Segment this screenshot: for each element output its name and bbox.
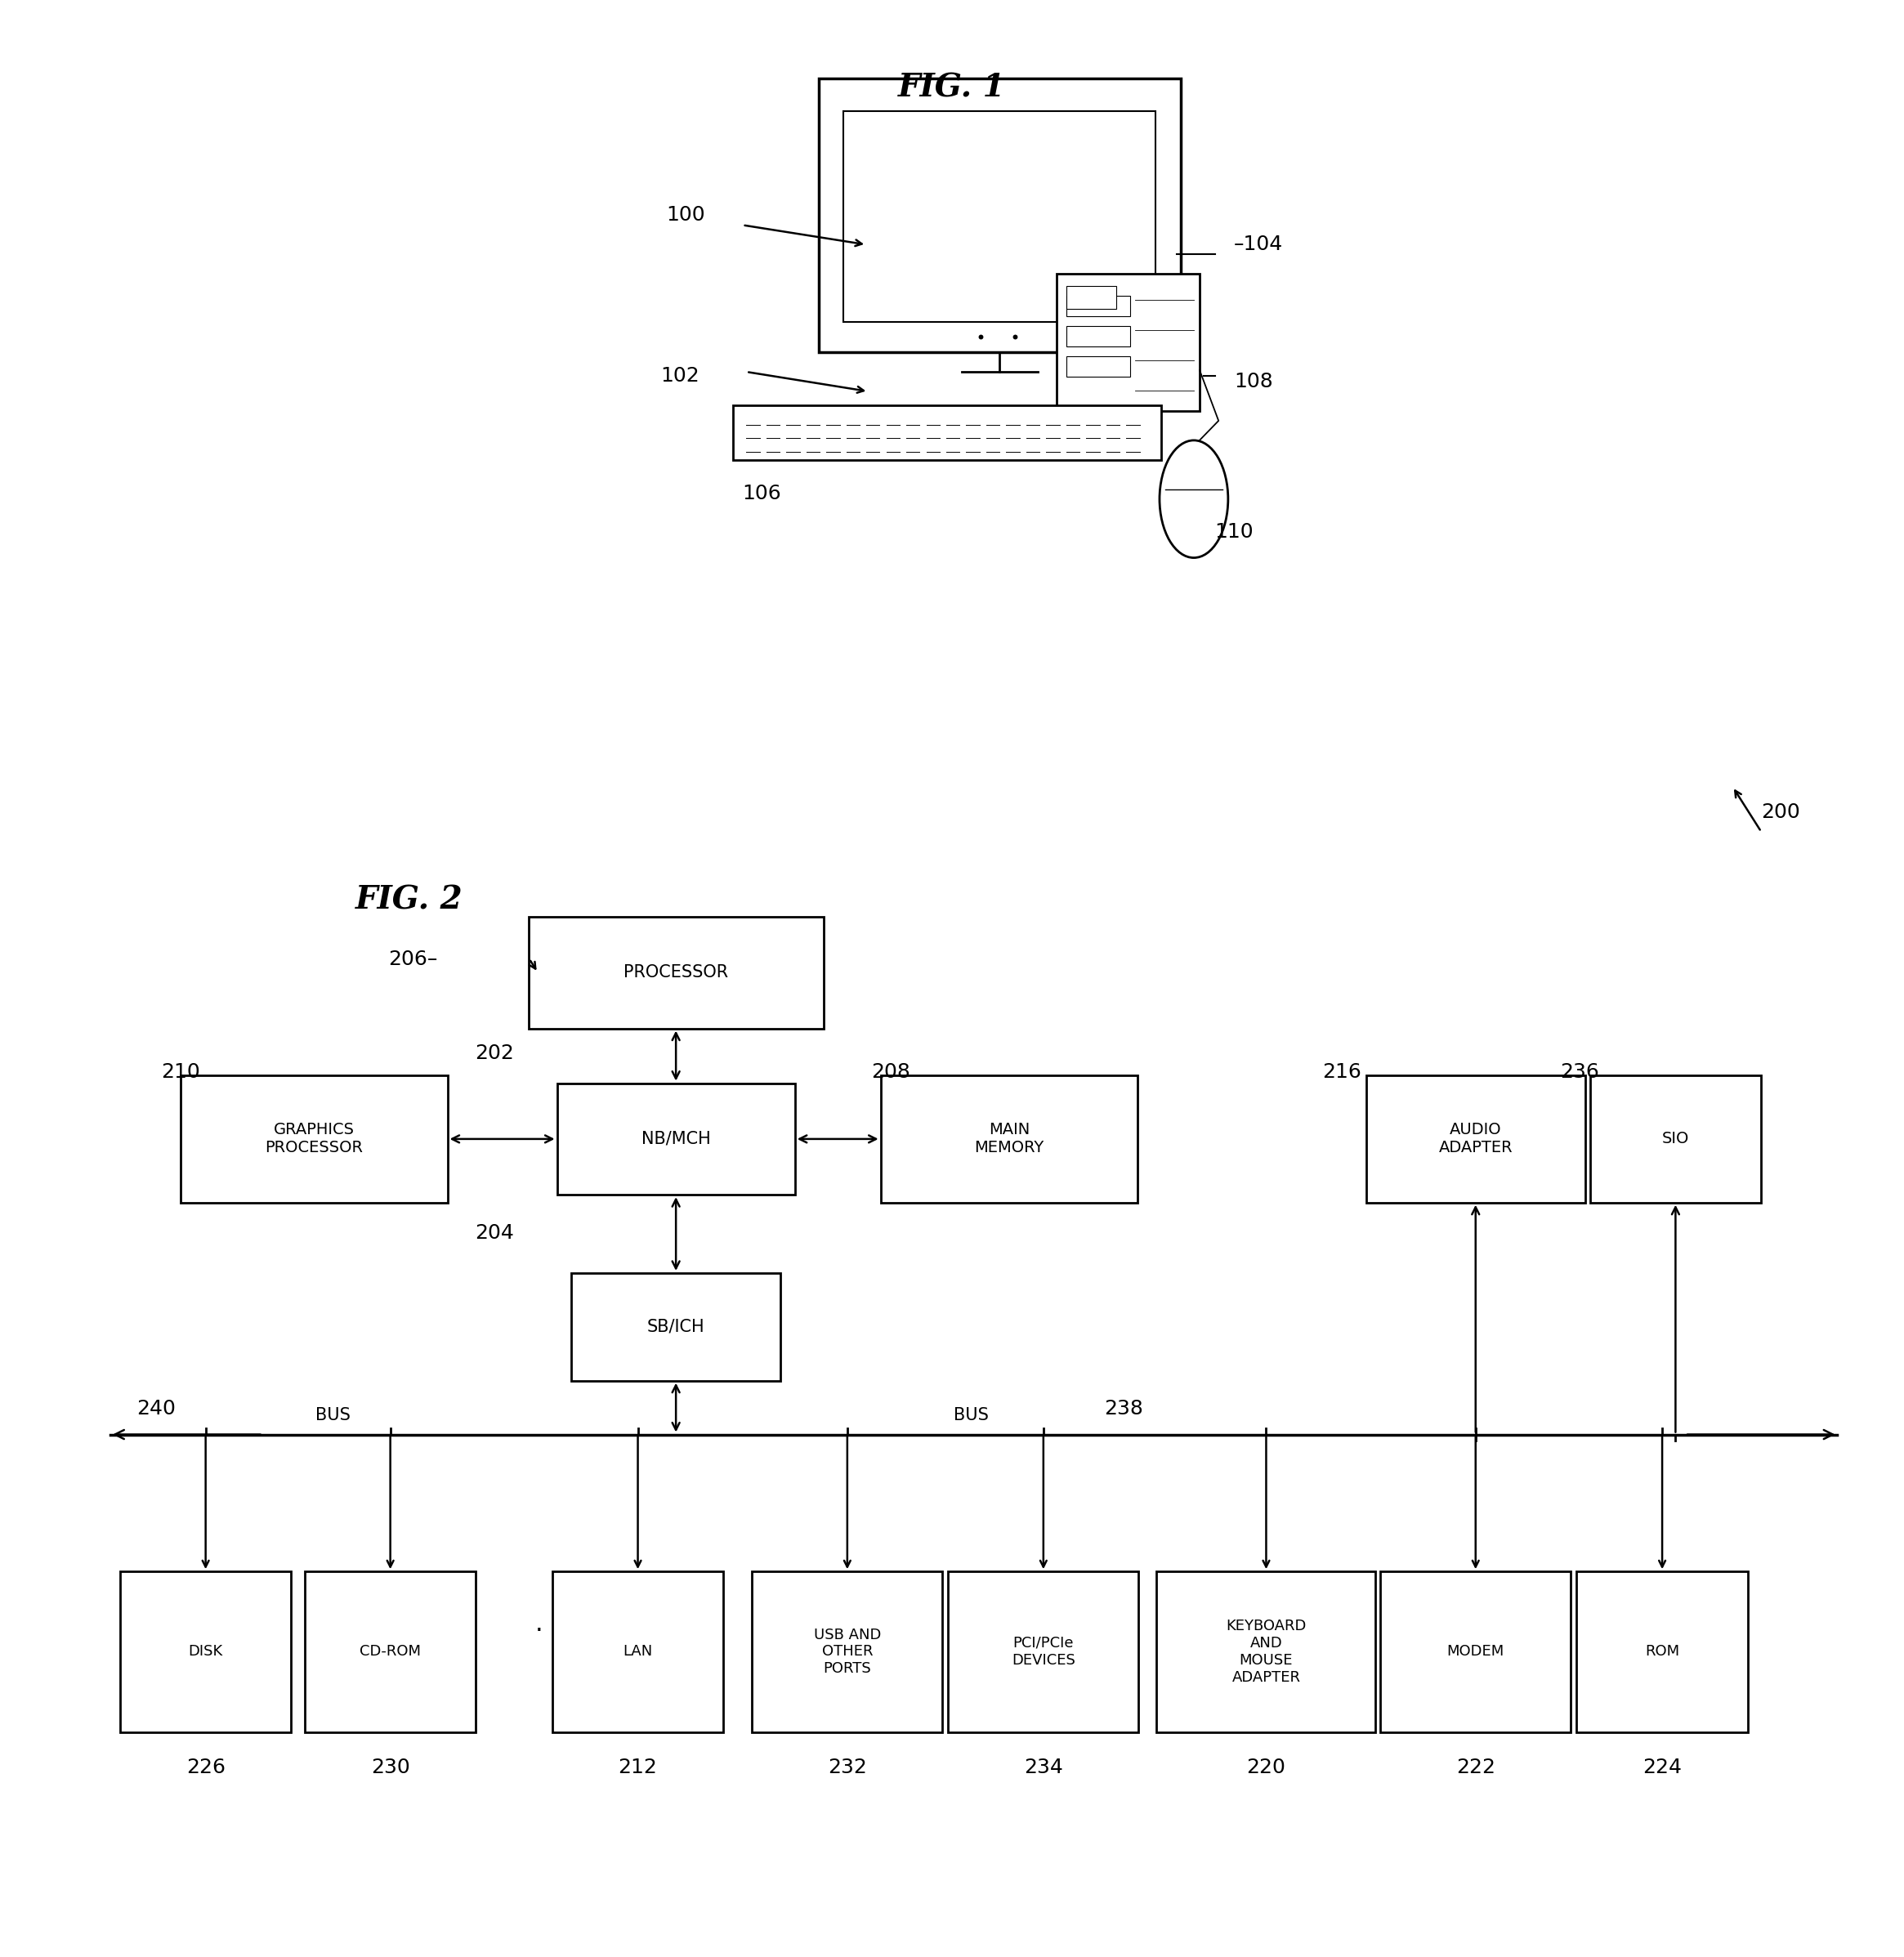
Text: 106: 106 — [743, 483, 781, 503]
Text: CD-ROM: CD-ROM — [360, 1644, 421, 1660]
Text: BUS: BUS — [954, 1407, 988, 1423]
FancyBboxPatch shape — [305, 1571, 476, 1732]
Text: GRAPHICS
PROCESSOR: GRAPHICS PROCESSOR — [265, 1121, 364, 1157]
Text: AUDIO
ADAPTER: AUDIO ADAPTER — [1439, 1121, 1512, 1157]
Text: 110: 110 — [1215, 523, 1253, 542]
Text: 236: 236 — [1559, 1063, 1599, 1082]
Text: SB/ICH: SB/ICH — [647, 1319, 704, 1335]
Text: 226: 226 — [187, 1757, 225, 1777]
FancyBboxPatch shape — [527, 916, 823, 1029]
Text: MODEM: MODEM — [1447, 1644, 1504, 1660]
Text: DISK: DISK — [188, 1644, 223, 1660]
Text: 102: 102 — [661, 366, 699, 386]
Text: 234: 234 — [1024, 1757, 1062, 1777]
Text: 210: 210 — [162, 1063, 200, 1082]
Text: FIG. 1: FIG. 1 — [899, 72, 1005, 104]
FancyBboxPatch shape — [733, 405, 1161, 460]
Text: 108: 108 — [1234, 372, 1272, 391]
Text: 238: 238 — [1104, 1399, 1142, 1419]
FancyBboxPatch shape — [556, 1084, 796, 1194]
FancyBboxPatch shape — [948, 1571, 1139, 1732]
FancyBboxPatch shape — [181, 1076, 447, 1202]
FancyBboxPatch shape — [1066, 296, 1131, 317]
FancyBboxPatch shape — [1066, 286, 1116, 309]
FancyBboxPatch shape — [552, 1571, 724, 1732]
Text: NB/MCH: NB/MCH — [642, 1131, 710, 1147]
FancyBboxPatch shape — [819, 78, 1180, 352]
FancyBboxPatch shape — [1590, 1076, 1761, 1202]
Text: 100: 100 — [666, 205, 704, 225]
Text: 200: 200 — [1761, 802, 1799, 822]
Text: KEYBOARD
AND
MOUSE
ADAPTER: KEYBOARD AND MOUSE ADAPTER — [1226, 1618, 1306, 1685]
FancyBboxPatch shape — [1577, 1571, 1748, 1732]
FancyBboxPatch shape — [1158, 1571, 1375, 1732]
Text: –104: –104 — [1234, 235, 1283, 254]
Text: 212: 212 — [619, 1757, 657, 1777]
Text: USB AND
OTHER
PORTS: USB AND OTHER PORTS — [813, 1628, 882, 1675]
Ellipse shape — [1160, 440, 1228, 558]
Text: BUS: BUS — [316, 1407, 350, 1423]
Text: PCI/PCIe
DEVICES: PCI/PCIe DEVICES — [1011, 1636, 1076, 1667]
Text: FIG. 2: FIG. 2 — [356, 885, 463, 916]
FancyBboxPatch shape — [1066, 356, 1131, 376]
Text: 230: 230 — [371, 1757, 409, 1777]
Text: 232: 232 — [828, 1757, 866, 1777]
Text: MAIN
MEMORY: MAIN MEMORY — [975, 1121, 1043, 1157]
Text: 202: 202 — [474, 1043, 514, 1063]
Text: 224: 224 — [1643, 1757, 1681, 1777]
Text: 208: 208 — [870, 1063, 910, 1082]
Text: .: . — [535, 1613, 543, 1636]
FancyBboxPatch shape — [1367, 1076, 1584, 1202]
FancyBboxPatch shape — [571, 1274, 781, 1382]
Text: 222: 222 — [1457, 1757, 1495, 1777]
FancyBboxPatch shape — [1380, 1571, 1571, 1732]
Text: 240: 240 — [137, 1399, 175, 1419]
Text: 220: 220 — [1247, 1757, 1285, 1777]
Text: LAN: LAN — [623, 1644, 653, 1660]
FancyBboxPatch shape — [1057, 274, 1200, 411]
Text: SIO: SIO — [1662, 1131, 1689, 1147]
FancyBboxPatch shape — [752, 1571, 942, 1732]
FancyBboxPatch shape — [1066, 327, 1131, 346]
FancyBboxPatch shape — [880, 1076, 1139, 1202]
Text: PROCESSOR: PROCESSOR — [625, 965, 727, 980]
Text: 204: 204 — [474, 1223, 514, 1243]
FancyBboxPatch shape — [120, 1571, 291, 1732]
Text: ROM: ROM — [1645, 1644, 1679, 1660]
Text: 206–: 206– — [388, 949, 438, 969]
Text: 216: 216 — [1321, 1063, 1361, 1082]
FancyBboxPatch shape — [843, 112, 1156, 321]
